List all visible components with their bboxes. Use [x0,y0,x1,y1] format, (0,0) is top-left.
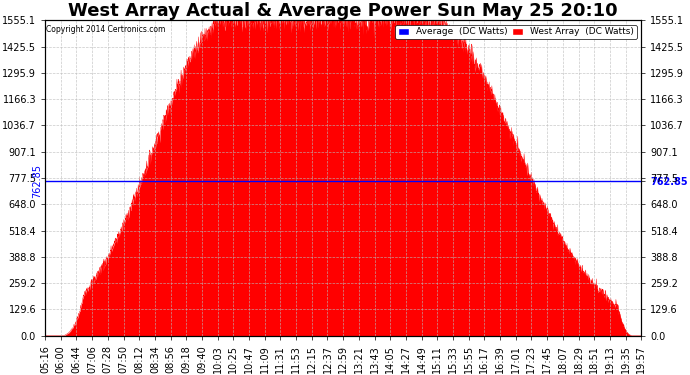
Title: West Array Actual & Average Power Sun May 25 20:10: West Array Actual & Average Power Sun Ma… [68,2,618,20]
Text: Copyright 2014 Certronics.com: Copyright 2014 Certronics.com [46,25,165,34]
Text: 762.85: 762.85 [32,164,42,198]
Legend: Average  (DC Watts), West Array  (DC Watts): Average (DC Watts), West Array (DC Watts… [395,25,637,39]
